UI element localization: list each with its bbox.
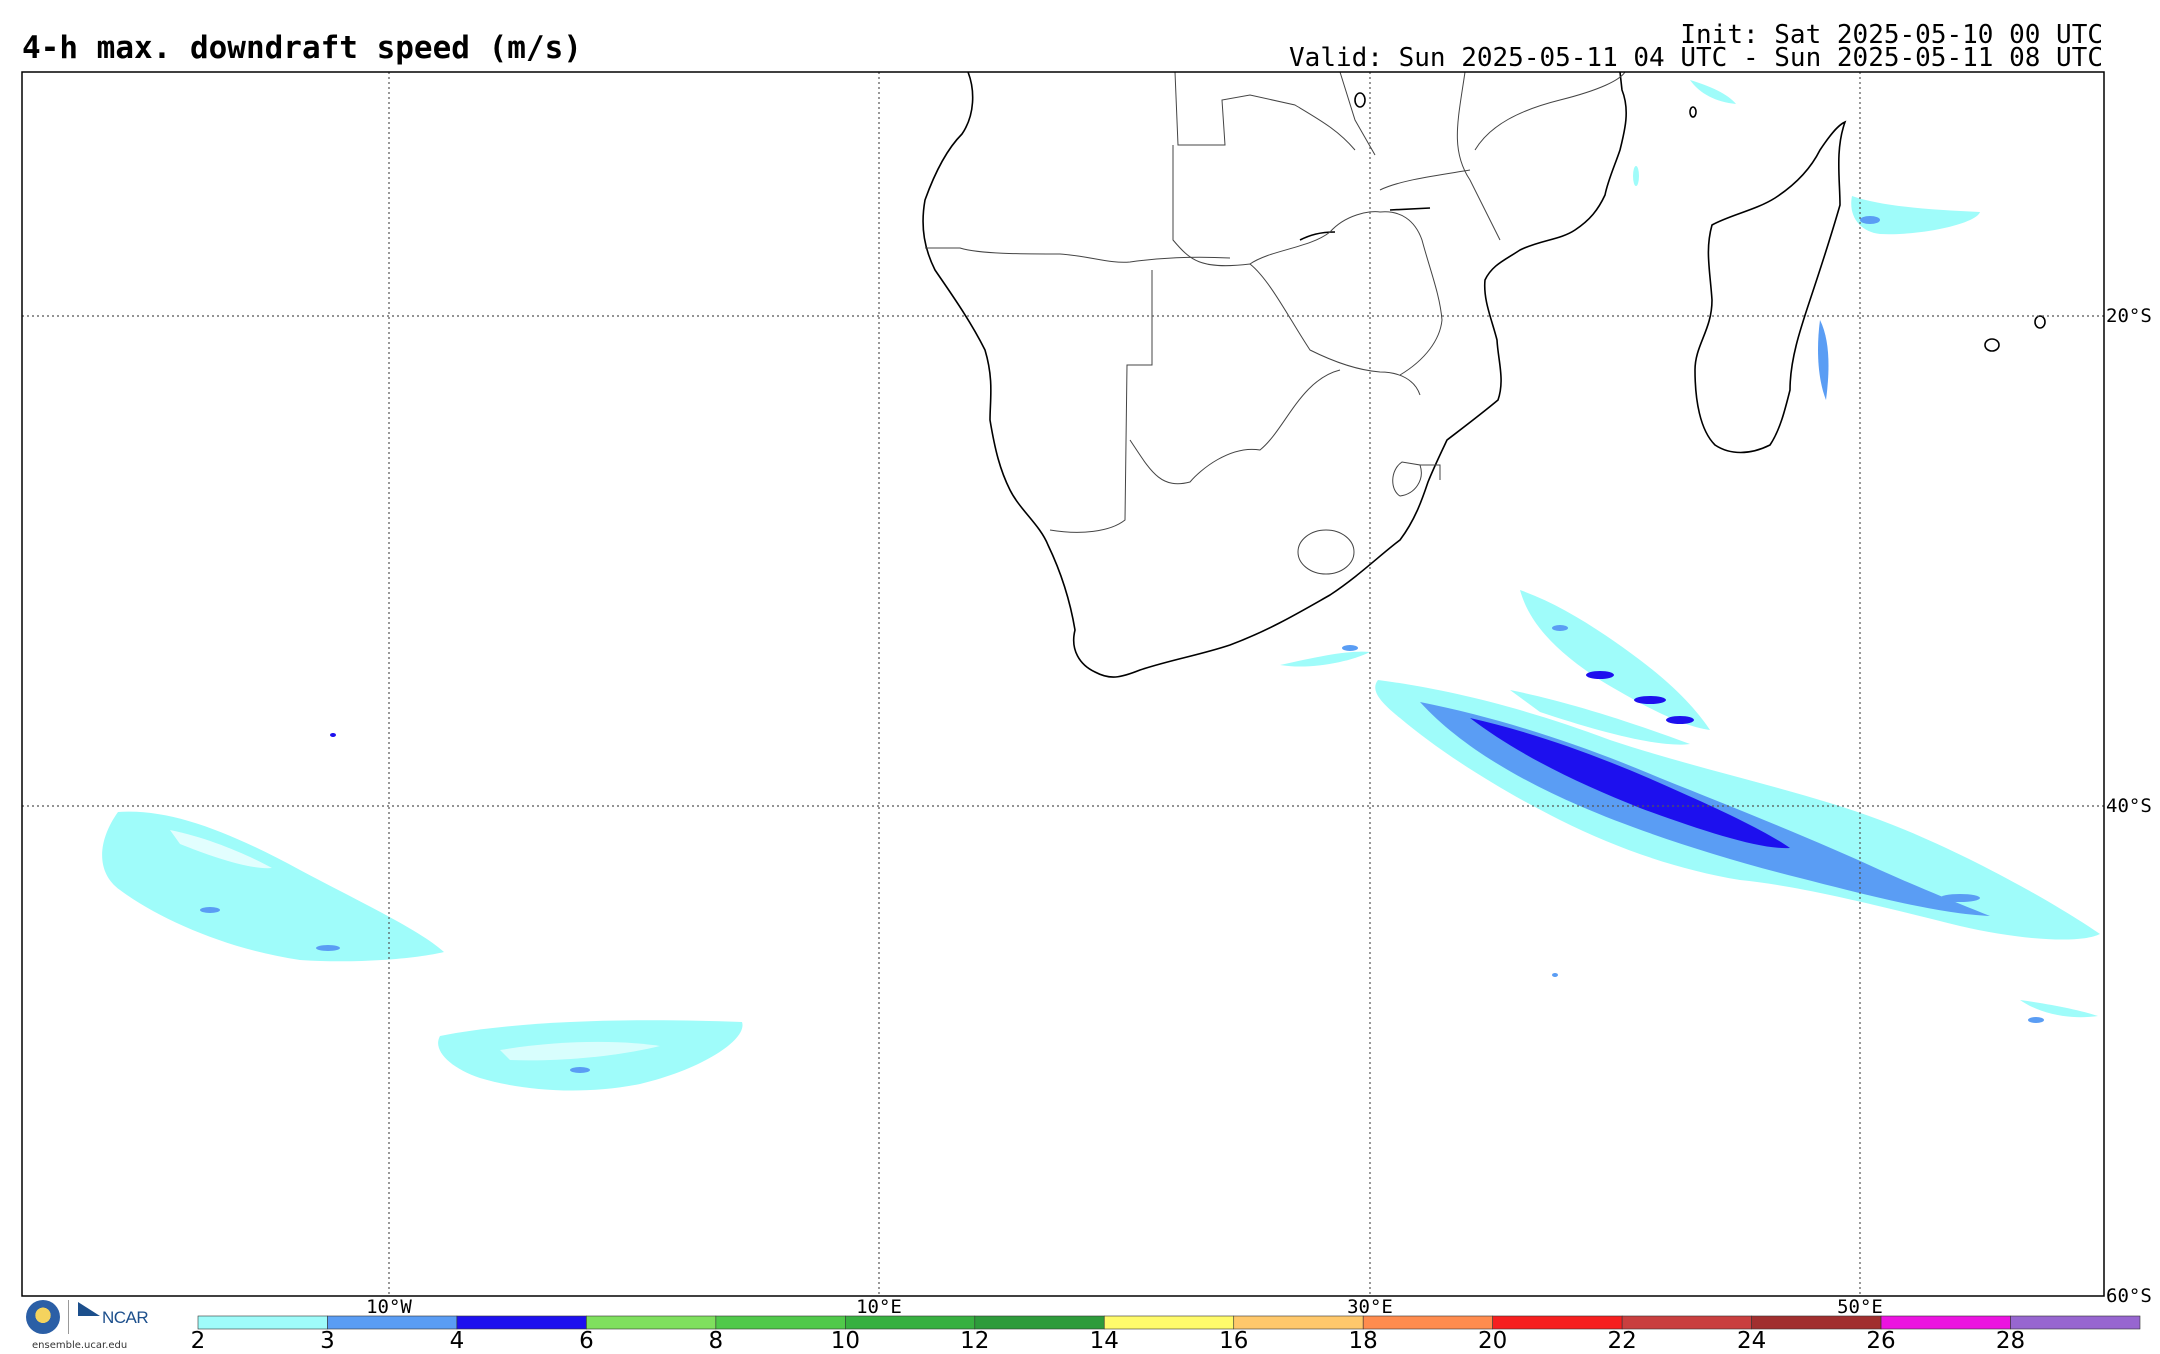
lon-label-50e: 50°E bbox=[1837, 1296, 1883, 1318]
lat-label-60s: 60°S bbox=[2106, 1285, 2152, 1307]
colorbar-tick-label: 12 bbox=[960, 1328, 989, 1354]
colorbar-tick-label: 16 bbox=[1219, 1328, 1248, 1354]
colorbar-tick-label: 28 bbox=[1996, 1328, 2025, 1354]
downdraft-region-madagascar bbox=[1633, 80, 1980, 400]
lon-label-10w: 10°W bbox=[366, 1296, 412, 1318]
colorbar-tick-label: 2 bbox=[191, 1328, 206, 1354]
colorbar-swatch bbox=[1362, 1315, 1493, 1330]
colorbar-tick-label: 4 bbox=[450, 1328, 465, 1354]
coastlines bbox=[922, 72, 2046, 678]
colorbar-tick-label: 10 bbox=[831, 1328, 860, 1354]
lat-label-40s: 40°S bbox=[2106, 795, 2152, 817]
colorbar-swatch bbox=[456, 1315, 587, 1330]
ncar-wordmark: NCAR bbox=[102, 1308, 149, 1327]
graticule bbox=[22, 72, 2104, 1296]
colorbar-swatch bbox=[327, 1315, 458, 1330]
map-frame bbox=[21, 71, 2105, 1297]
downdraft-field bbox=[102, 80, 2100, 1091]
colorbar-tick-label: 14 bbox=[1090, 1328, 1119, 1354]
colorbar-swatch bbox=[2010, 1315, 2141, 1330]
colorbar-swatch bbox=[974, 1315, 1105, 1330]
colorbar-tick-label: 8 bbox=[709, 1328, 724, 1354]
lat-label-20s: 20°S bbox=[2106, 305, 2152, 327]
colorbar-tick-label: 18 bbox=[1349, 1328, 1378, 1354]
logo-divider bbox=[68, 1300, 69, 1334]
colorbar-tick-label: 3 bbox=[320, 1328, 335, 1354]
downdraft-region-southeast bbox=[1280, 590, 2100, 1023]
valid-time: Valid: Sun 2025-05-11 04 UTC - Sun 2025-… bbox=[1289, 43, 2103, 73]
init-time: Init: Sat 2025-05-10 00 UTC bbox=[1680, 20, 2103, 50]
colorbar-swatch bbox=[845, 1315, 976, 1330]
ncar-logo: NCAR ensemble.ucar.edu bbox=[22, 1298, 162, 1354]
ncar-mark-icon bbox=[78, 1302, 100, 1316]
lon-label-30e: 30°E bbox=[1347, 1296, 1393, 1318]
colorbar-swatch bbox=[1621, 1315, 1752, 1330]
colorbar-tick-label: 22 bbox=[1607, 1328, 1636, 1354]
colorbar-swatch bbox=[197, 1315, 328, 1330]
downdraft-region-southwest bbox=[102, 733, 743, 1091]
colorbar-tick-label: 6 bbox=[579, 1328, 594, 1354]
country-borders bbox=[925, 72, 1626, 575]
logo-url: ensemble.ucar.edu bbox=[32, 1340, 128, 1351]
lon-label-10e: 10°E bbox=[856, 1296, 902, 1318]
colorbar-swatch bbox=[1880, 1315, 2011, 1330]
colorbar-swatch bbox=[1751, 1315, 1882, 1330]
nsf-seal-icon bbox=[26, 1300, 60, 1334]
colorbar-tick-label: 26 bbox=[1866, 1328, 1895, 1354]
colorbar-swatch bbox=[1492, 1315, 1623, 1330]
colorbar-swatch bbox=[1233, 1315, 1364, 1330]
map-title: 4-h max. downdraft speed (m/s) bbox=[22, 30, 582, 66]
colorbar-swatch bbox=[586, 1315, 717, 1330]
colorbar-tick-label: 20 bbox=[1478, 1328, 1507, 1354]
colorbar-swatch bbox=[715, 1315, 846, 1330]
colorbar-tick-label: 24 bbox=[1737, 1328, 1766, 1354]
colorbar-swatch bbox=[1103, 1315, 1235, 1330]
colorbar: 2 3 4 6 8 10 12 14 16 18 20 22 24 26 28 bbox=[191, 1315, 2141, 1354]
